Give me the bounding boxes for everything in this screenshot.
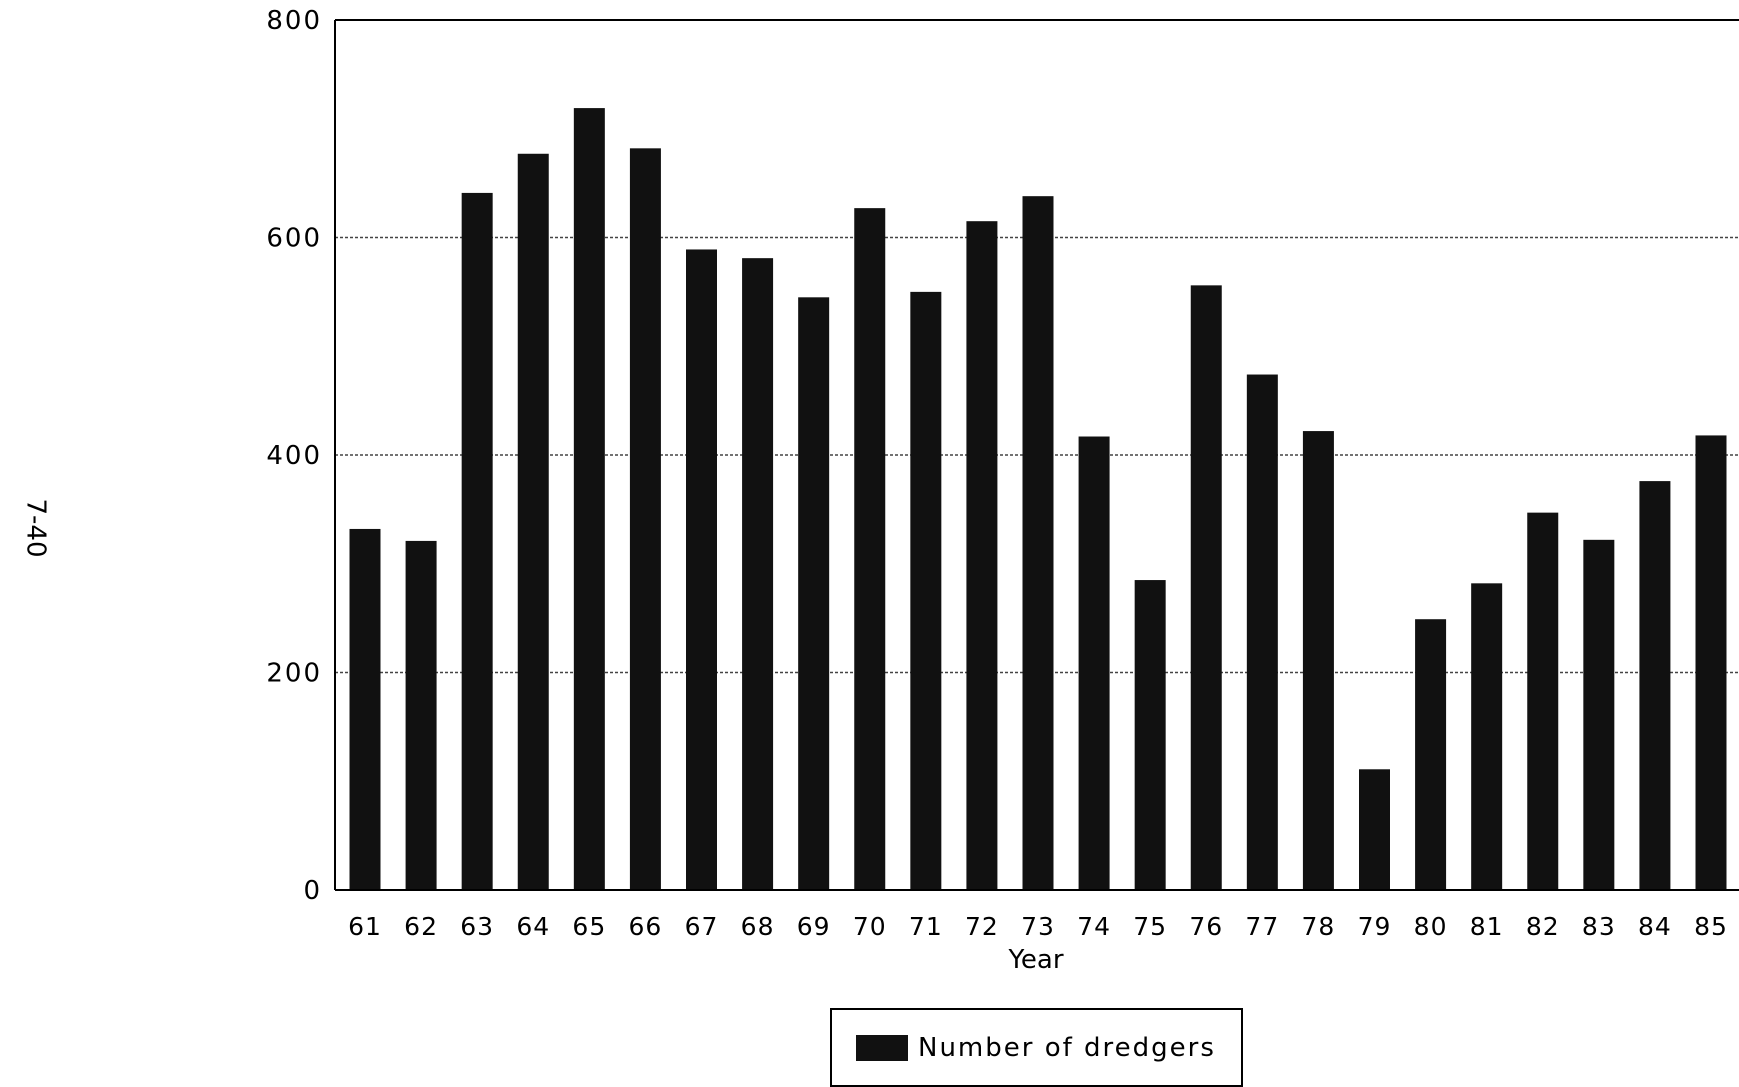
x-tick-label: 85 <box>1694 912 1728 941</box>
bar <box>1359 769 1390 890</box>
x-tick-label: 67 <box>685 912 719 941</box>
bar <box>1583 539 1615 890</box>
x-tick-label: 68 <box>741 912 775 941</box>
x-tick-label: 73 <box>1021 912 1055 941</box>
legend-label: Number of dredgers <box>918 1032 1216 1063</box>
y-tick-label: 200 <box>266 659 322 689</box>
y-tick-labels: 0 200 400 600 800 <box>266 6 322 906</box>
x-tick-label: 75 <box>1133 912 1167 941</box>
y-tick-label: 0 <box>303 876 322 906</box>
x-tick-label: 71 <box>909 912 943 941</box>
bar <box>1022 196 1054 891</box>
axes <box>334 19 1739 891</box>
x-tick-label: 64 <box>516 912 550 941</box>
bar <box>1695 435 1727 890</box>
bar <box>1415 619 1447 890</box>
x-tick-label: 77 <box>1245 912 1279 941</box>
bar <box>1302 431 1334 890</box>
bar <box>1471 583 1503 890</box>
legend: Number of dredgers <box>830 1008 1243 1087</box>
x-tick-label: 79 <box>1358 912 1392 941</box>
y-tick-label: 600 <box>266 224 322 254</box>
bar <box>966 221 998 890</box>
bar <box>1639 481 1671 890</box>
x-tick-label: 70 <box>853 912 887 941</box>
bar <box>517 153 549 890</box>
bar <box>349 528 381 890</box>
bar <box>910 291 942 890</box>
x-tick-labels: 61 62 63 64 65 66 67 68 69 70 71 72 73 74 75 76 77 78 79 80… <box>348 912 1728 941</box>
bar <box>461 192 493 891</box>
y-tick-label: 400 <box>266 441 322 471</box>
x-tick-label: 78 <box>1302 912 1336 941</box>
x-tick-label: 84 <box>1638 912 1672 941</box>
legend-swatch <box>856 1034 908 1061</box>
x-tick-label: 74 <box>1077 912 1111 941</box>
bar <box>742 258 774 891</box>
x-tick-label: 80 <box>1414 912 1448 941</box>
bar <box>1527 512 1559 890</box>
x-tick-label: 72 <box>965 912 999 941</box>
x-tick-label: 65 <box>572 912 606 941</box>
bar <box>1190 285 1222 891</box>
bar <box>1134 580 1166 890</box>
x-tick-label: 83 <box>1582 912 1616 941</box>
x-tick-label: 63 <box>460 912 494 941</box>
bar <box>686 249 717 890</box>
bars <box>349 108 1727 891</box>
page-number: 7-40 <box>20 498 51 558</box>
x-tick-label: 81 <box>1470 912 1504 941</box>
bar <box>1246 374 1278 890</box>
bar <box>854 208 886 890</box>
x-axis-title: Year <box>1007 945 1063 975</box>
x-tick-label: 66 <box>629 912 663 941</box>
bar <box>405 540 437 890</box>
x-tick-label: 62 <box>404 912 438 941</box>
bar <box>1078 436 1110 890</box>
bar <box>629 148 661 890</box>
x-tick-label: 61 <box>348 912 382 941</box>
bar <box>798 297 830 890</box>
y-tick-label: 800 <box>266 6 322 36</box>
x-tick-label: 69 <box>797 912 831 941</box>
bar <box>573 108 605 890</box>
x-tick-label: 76 <box>1189 912 1223 941</box>
x-tick-label: 82 <box>1526 912 1560 941</box>
